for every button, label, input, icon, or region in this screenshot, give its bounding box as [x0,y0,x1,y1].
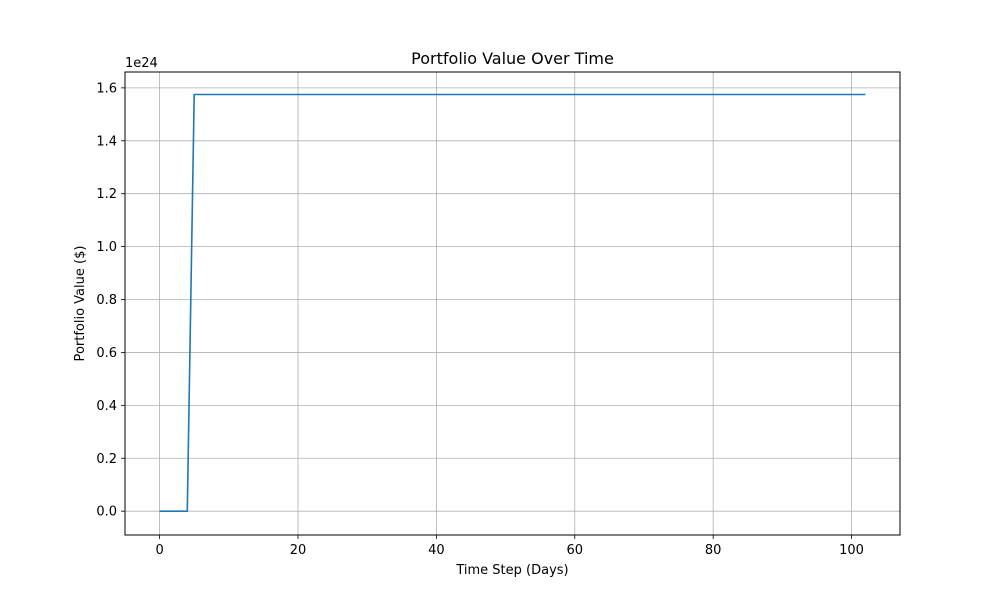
x-tick-label: 40 [428,543,445,558]
y-tick-label: 0.0 [96,505,117,520]
y-axis-label: Portfolio Value ($) [73,246,88,362]
y-tick-label: 0.6 [96,346,117,361]
y-tick-label: 1.0 [96,240,117,255]
y-tick-label: 0.8 [96,293,117,308]
x-tick-label: 0 [155,543,163,558]
ticks: 0 20 40 60 80 100 0.0 0.2 0.4 0.6 0.8 1.0 1.2 1.4 1.6 [96,81,864,558]
y-tick-label: 1.4 [96,134,117,149]
plot-frame [124,71,901,536]
chart-title: Portfolio Value Over Time [411,49,614,68]
x-axis-label: Time Step (Days) [455,563,568,578]
y-tick-label: 1.6 [96,81,117,96]
grid [125,72,900,535]
y-tick-label: 0.2 [96,452,117,467]
y-tick-label: 1.2 [96,187,117,202]
series-line [159,93,866,512]
series-layer [159,93,866,512]
y-axis-offset-label: 1e24 [125,56,158,71]
x-tick-label: 60 [567,543,584,558]
x-tick-label: 20 [290,543,307,558]
y-tick-label: 0.4 [96,399,117,414]
x-tick-label: 100 [839,543,864,558]
x-tick-label: 80 [705,543,722,558]
